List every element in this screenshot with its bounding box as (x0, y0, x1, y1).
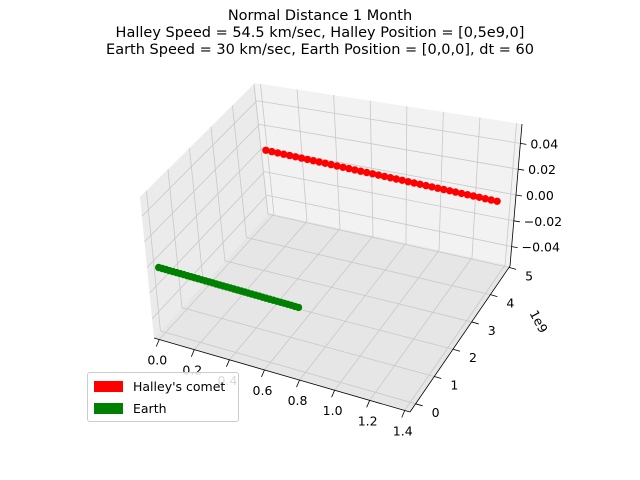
x-tick-label: 1.4 (393, 423, 413, 438)
data-point (363, 168, 371, 177)
title-line-3: Halley Speed = 54.5 km/sec, Halley Posit… (115, 25, 525, 41)
y-tick-label: 3 (488, 323, 496, 338)
title-line-4: Earth Speed = 30 km/sec, Earth Position … (106, 42, 534, 58)
data-point (392, 175, 400, 183)
pane-floor (154, 213, 510, 412)
legend-label-halley: Halley's comet (133, 378, 226, 394)
data-point (345, 164, 353, 173)
y-tick-label: 5 (525, 268, 533, 283)
x-tick-mark (401, 410, 406, 418)
z-tick-mark (513, 220, 520, 223)
y-tick-label: 4 (506, 296, 514, 311)
legend: Halley's comet Earth (87, 372, 239, 422)
data-point (333, 162, 341, 170)
data-point (428, 183, 436, 191)
legend-label-earth: Earth (133, 400, 167, 416)
y-tick-label: 2 (469, 350, 477, 365)
x-tick-mark (155, 339, 160, 347)
pane-back (255, 83, 522, 266)
data-point (285, 151, 294, 160)
data-point (294, 303, 303, 312)
data-point (475, 193, 483, 201)
x-tick-label: 0.8 (288, 393, 308, 408)
data-point (351, 166, 359, 174)
x-tick-mark (331, 390, 335, 398)
grid-lines (141, 83, 521, 411)
data-point (463, 191, 472, 199)
z-tick-label: −0.04 (522, 240, 560, 255)
z-tick-mark (515, 194, 523, 197)
legend-item-earth: Earth (94, 400, 167, 416)
legend-item-halley: Halley's comet (94, 378, 225, 394)
y-tick-label: 1 (450, 378, 458, 393)
y-tick-mark (452, 348, 461, 352)
data-point (422, 181, 430, 190)
x-tick-mark (261, 369, 265, 378)
data-point (368, 170, 377, 178)
data-point (386, 174, 395, 182)
x-tick-label: 1.0 (323, 403, 343, 418)
z-tick-mark (518, 168, 525, 171)
data-point (303, 155, 312, 164)
y-tick-mark (490, 294, 498, 298)
x-tick-mark (190, 349, 195, 357)
y-axis-offset-label: 1e9 (527, 308, 551, 336)
data-point (469, 192, 478, 200)
data-point (297, 154, 306, 162)
chart-title: Normal Distance 1 Month Halley Speed = 5… (0, 8, 640, 59)
data-point (268, 147, 276, 156)
series-halley-comet (262, 146, 501, 205)
x-tick-mark (366, 400, 371, 408)
tick-marks (155, 142, 527, 418)
data-point (440, 185, 448, 194)
z-tick-labels: 0.04 0.02 0.00 −0.02 −0.04 (522, 136, 562, 254)
z-tick-mark (511, 246, 518, 249)
data-point (315, 158, 323, 166)
data-point (380, 172, 389, 181)
legend-swatch-earth (94, 402, 123, 414)
data-point (321, 159, 329, 167)
x-tick-label: 1.2 (358, 413, 378, 428)
y-tick-label: 0 (432, 405, 440, 420)
data-point (291, 153, 300, 161)
data-point (416, 180, 424, 188)
data-point (374, 171, 383, 179)
y-tick-mark (434, 376, 442, 379)
data-point (493, 197, 501, 205)
series-earth (155, 263, 303, 312)
data-point (457, 189, 466, 198)
z-tick-label: 0.04 (530, 136, 558, 151)
data-point (262, 146, 270, 154)
y-tick-mark (415, 403, 423, 407)
data-point (398, 176, 406, 184)
data-point (404, 178, 412, 186)
data-point (280, 150, 288, 158)
data-point (487, 196, 495, 204)
data-point (357, 167, 365, 175)
z-tick-label: 0.02 (528, 162, 556, 177)
x-tick-label: 0.6 (253, 383, 273, 398)
data-point (327, 160, 335, 169)
x-tick-label: 0.0 (147, 353, 167, 368)
y-tick-mark (471, 321, 479, 325)
z-tick-mark (520, 142, 527, 145)
y-tick-mark (508, 266, 517, 270)
data-point (434, 184, 442, 192)
data-point (451, 188, 460, 196)
z-tick-label: 0.00 (526, 188, 554, 203)
data-point (481, 195, 489, 203)
data-point (446, 187, 454, 195)
data-point (339, 163, 347, 171)
data-point (274, 149, 282, 157)
data-point (410, 179, 418, 187)
x-tick-mark (296, 379, 300, 388)
z-tick-label: −0.02 (524, 214, 562, 229)
legend-swatch-halley (94, 380, 123, 392)
data-point (309, 157, 317, 165)
x-tick-mark (226, 359, 230, 367)
title-line-1: Normal Distance 1 Month (227, 8, 413, 24)
